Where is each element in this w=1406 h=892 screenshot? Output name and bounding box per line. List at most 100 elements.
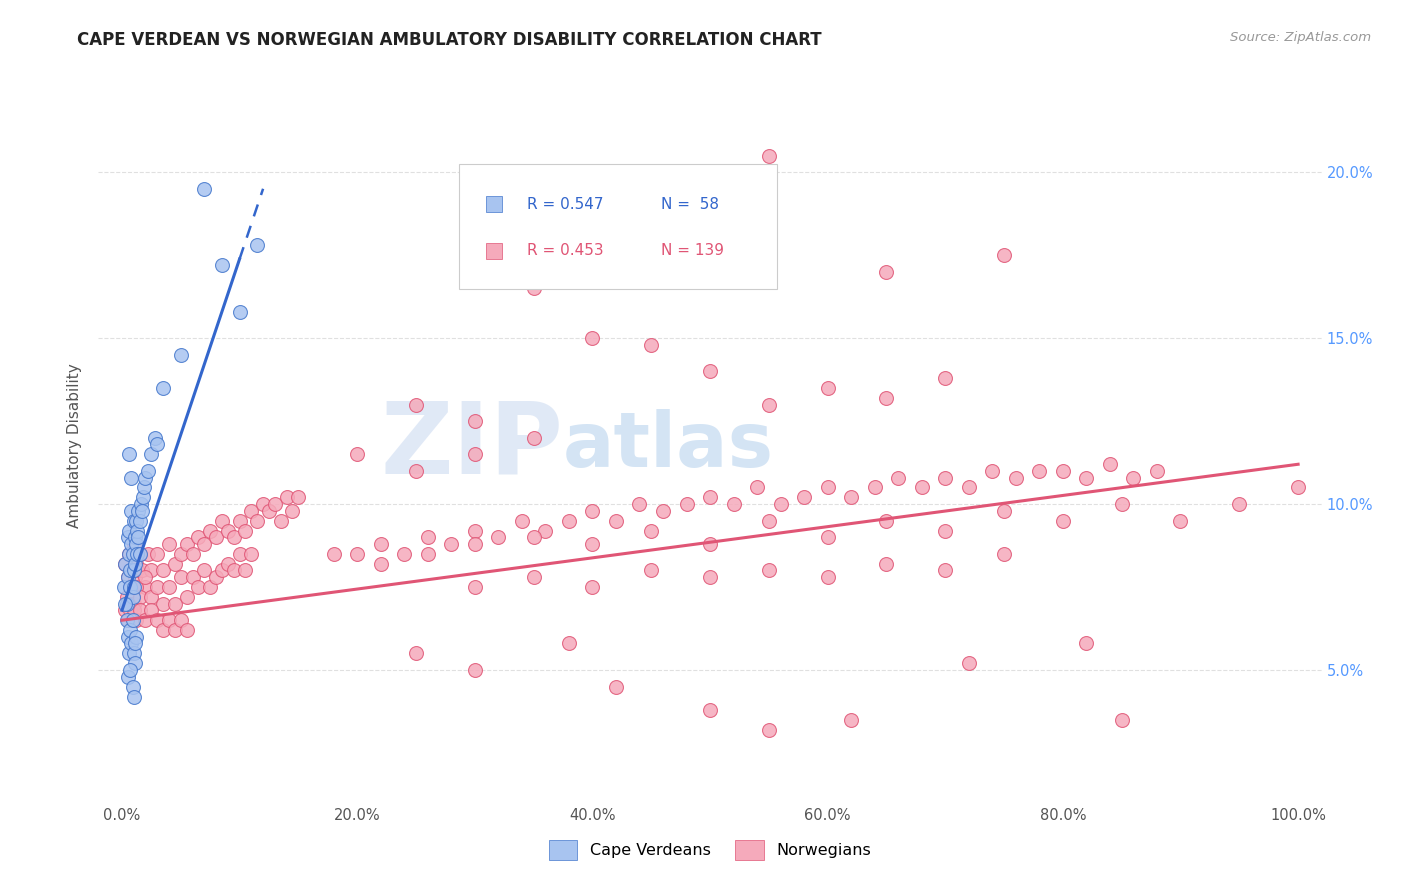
Point bbox=[120, 580, 142, 594]
Point bbox=[405, 464, 427, 478]
Point bbox=[240, 504, 263, 518]
Point bbox=[957, 657, 980, 671]
Point bbox=[817, 570, 839, 584]
Point bbox=[117, 613, 139, 627]
Point bbox=[157, 613, 180, 627]
Point bbox=[122, 514, 145, 528]
Point bbox=[758, 148, 780, 162]
Point bbox=[163, 597, 186, 611]
Point bbox=[120, 636, 142, 650]
Point bbox=[134, 470, 156, 484]
Point bbox=[114, 557, 136, 571]
Point bbox=[125, 514, 148, 528]
Point bbox=[1052, 464, 1074, 478]
Point bbox=[1146, 464, 1168, 478]
Point bbox=[193, 182, 215, 196]
Point bbox=[523, 431, 546, 445]
Point bbox=[640, 524, 662, 538]
Point bbox=[839, 713, 862, 727]
Point bbox=[152, 624, 174, 638]
Point bbox=[127, 524, 149, 538]
Point bbox=[793, 491, 815, 505]
Point bbox=[129, 497, 152, 511]
Point bbox=[187, 530, 209, 544]
Point bbox=[118, 597, 141, 611]
Text: R = 0.453: R = 0.453 bbox=[526, 244, 603, 259]
Point bbox=[117, 570, 139, 584]
Point bbox=[263, 497, 285, 511]
Point bbox=[117, 630, 139, 644]
Point bbox=[1286, 481, 1309, 495]
Point bbox=[1004, 470, 1026, 484]
Point bbox=[127, 504, 149, 518]
Point bbox=[146, 437, 169, 451]
Point bbox=[125, 537, 148, 551]
Point bbox=[235, 564, 257, 578]
Point bbox=[322, 547, 344, 561]
Point bbox=[181, 547, 204, 561]
Point bbox=[136, 547, 159, 561]
Point bbox=[240, 547, 263, 561]
Point bbox=[211, 564, 233, 578]
Point bbox=[128, 603, 150, 617]
Point bbox=[122, 564, 145, 578]
Point bbox=[640, 564, 662, 578]
Point bbox=[146, 613, 169, 627]
Point bbox=[120, 603, 142, 617]
Point bbox=[131, 504, 153, 518]
Point bbox=[117, 670, 139, 684]
Point bbox=[534, 524, 557, 538]
Point bbox=[370, 537, 392, 551]
Point bbox=[652, 504, 675, 518]
Point bbox=[141, 564, 163, 578]
Point bbox=[128, 590, 150, 604]
Point bbox=[124, 570, 146, 584]
Point bbox=[875, 391, 897, 405]
Point bbox=[510, 514, 533, 528]
Point bbox=[405, 397, 427, 411]
Point bbox=[187, 580, 209, 594]
Point bbox=[558, 514, 581, 528]
Point bbox=[118, 447, 141, 461]
Point bbox=[193, 537, 215, 551]
Point bbox=[152, 564, 174, 578]
Point bbox=[170, 570, 193, 584]
Point bbox=[114, 557, 136, 571]
Point bbox=[934, 564, 956, 578]
Point bbox=[128, 514, 150, 528]
Point bbox=[124, 636, 146, 650]
Point bbox=[745, 481, 768, 495]
Y-axis label: Ambulatory Disability: Ambulatory Disability bbox=[67, 364, 83, 528]
Point bbox=[228, 304, 250, 318]
Point bbox=[1111, 713, 1133, 727]
Point bbox=[134, 613, 156, 627]
Point bbox=[121, 613, 143, 627]
Point bbox=[120, 580, 142, 594]
Text: N =  58: N = 58 bbox=[661, 197, 718, 212]
Text: Source: ZipAtlas.com: Source: ZipAtlas.com bbox=[1230, 31, 1371, 45]
Point bbox=[957, 481, 980, 495]
Point bbox=[723, 497, 745, 511]
Point bbox=[276, 491, 298, 505]
Point bbox=[117, 570, 139, 584]
Point bbox=[1076, 470, 1098, 484]
Point bbox=[875, 514, 897, 528]
Point bbox=[699, 491, 721, 505]
Point bbox=[141, 603, 163, 617]
Point bbox=[817, 530, 839, 544]
Point bbox=[981, 464, 1004, 478]
Point bbox=[523, 281, 546, 295]
Point bbox=[176, 537, 198, 551]
Point bbox=[464, 524, 486, 538]
Point bbox=[993, 504, 1015, 518]
Point bbox=[163, 557, 186, 571]
Point bbox=[346, 447, 368, 461]
Point bbox=[699, 570, 721, 584]
Point bbox=[125, 557, 148, 571]
Point bbox=[143, 431, 166, 445]
Point bbox=[228, 514, 250, 528]
Point bbox=[558, 636, 581, 650]
Point bbox=[758, 514, 780, 528]
Point bbox=[121, 613, 143, 627]
Point bbox=[157, 537, 180, 551]
